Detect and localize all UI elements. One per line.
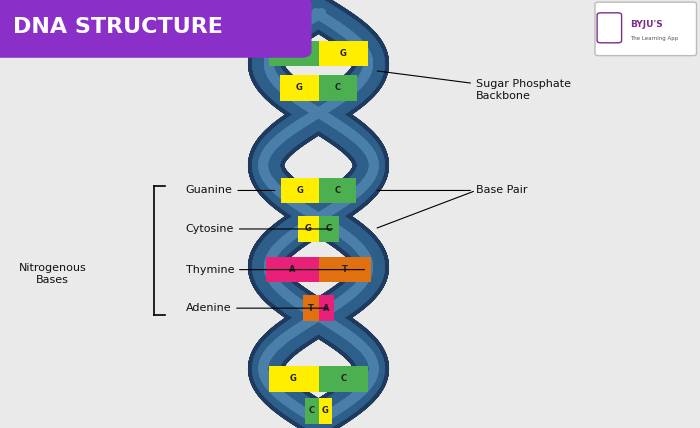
Bar xyxy=(318,257,371,282)
FancyBboxPatch shape xyxy=(597,13,622,43)
Text: C: C xyxy=(326,224,332,234)
Text: Cytosine: Cytosine xyxy=(186,224,332,234)
Text: BYJU'S: BYJU'S xyxy=(630,20,663,30)
Text: G: G xyxy=(296,186,303,195)
Bar xyxy=(269,366,318,392)
Text: G: G xyxy=(290,374,297,383)
Text: Guanine: Guanine xyxy=(186,185,275,196)
Bar xyxy=(318,75,357,101)
Text: Adenine: Adenine xyxy=(186,303,328,313)
Bar xyxy=(280,75,318,101)
FancyBboxPatch shape xyxy=(595,2,696,56)
Bar xyxy=(298,216,318,242)
Bar xyxy=(304,398,318,424)
Text: G: G xyxy=(322,406,329,416)
Text: T: T xyxy=(342,265,348,274)
Bar xyxy=(281,178,318,203)
Text: C: C xyxy=(290,49,297,58)
Text: The Learning App: The Learning App xyxy=(630,36,678,41)
Text: C: C xyxy=(340,374,346,383)
Text: G: G xyxy=(305,224,312,234)
Text: Nitrogenous
Bases: Nitrogenous Bases xyxy=(19,263,86,285)
Text: Base Pair: Base Pair xyxy=(377,185,528,196)
Text: G: G xyxy=(295,83,302,92)
Bar xyxy=(318,216,339,242)
Bar xyxy=(318,178,356,203)
Bar xyxy=(318,41,368,66)
Bar xyxy=(266,257,318,282)
Text: T: T xyxy=(308,303,314,313)
Text: DNA STRUCTURE: DNA STRUCTURE xyxy=(13,17,223,37)
Text: G: G xyxy=(340,49,347,58)
Text: C: C xyxy=(335,83,341,92)
Text: Sugar Phosphate
Backbone: Sugar Phosphate Backbone xyxy=(377,71,571,101)
Text: A: A xyxy=(323,303,330,313)
FancyBboxPatch shape xyxy=(0,0,312,58)
Text: C: C xyxy=(309,406,315,416)
Bar xyxy=(318,398,332,424)
Bar xyxy=(269,41,318,66)
Text: C: C xyxy=(334,186,340,195)
Text: Thymine: Thymine xyxy=(186,265,365,275)
Bar xyxy=(318,366,368,392)
Bar xyxy=(303,295,319,321)
Text: A: A xyxy=(289,265,295,274)
Bar xyxy=(318,295,334,321)
